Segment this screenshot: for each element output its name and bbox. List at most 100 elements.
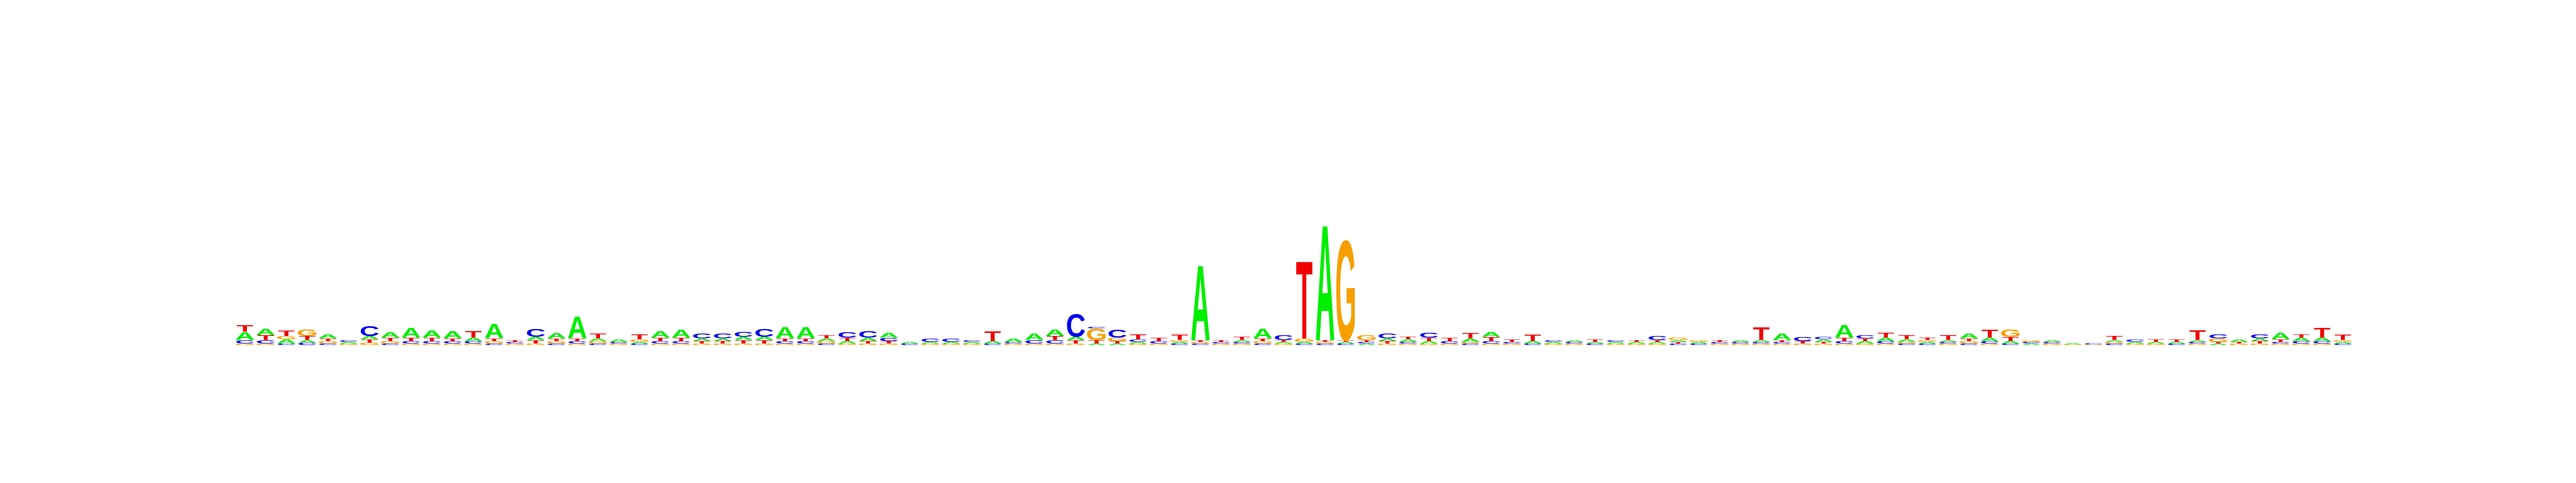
logo-letter-G: G	[2000, 327, 2021, 339]
logo-letter-C: C	[443, 340, 463, 344]
logo-letter-T: T	[423, 337, 440, 342]
logo-letter-A: A	[1834, 321, 1854, 342]
logo-letter-C: C	[1440, 340, 1460, 344]
logo-letter-A: A	[1938, 340, 1958, 342]
logo-letter-A: A	[713, 338, 733, 341]
logo-letter-A: A	[1004, 338, 1023, 343]
logo-letter-G: G	[1190, 341, 1211, 344]
logo-letter-G: G	[1958, 340, 1980, 344]
logo-letter-C: C	[1668, 343, 1688, 346]
logo-letter-A: A	[1564, 340, 1584, 342]
logo-letter-G: G	[2208, 338, 2229, 343]
logo-letter-G: G	[629, 339, 650, 342]
logo-letter-A: A	[1648, 341, 1667, 344]
logo-letter-A: A	[1855, 340, 1875, 344]
logo-letter-A: A	[297, 339, 317, 343]
logo-letter-T: T	[2334, 333, 2351, 342]
logo-letter-C: C	[1211, 341, 1231, 344]
logo-letter-A: A	[2146, 341, 2166, 344]
logo-column-71: CAG	[1688, 340, 1710, 346]
logo-letter-T: T	[2272, 339, 2289, 342]
logo-letter-C: C	[734, 331, 753, 339]
logo-letter-A: A	[650, 330, 670, 340]
logo-letter-G: G	[1252, 340, 1274, 344]
logo-letter-C: C	[1876, 340, 1896, 344]
logo-letter-A: A	[962, 341, 982, 344]
logo-letter-C: C	[1170, 343, 1190, 346]
logo-letter-C: C	[1751, 341, 1771, 344]
logo-column-93: GAT	[2145, 339, 2167, 346]
logo-letter-G: G	[442, 343, 464, 346]
logo-letter-C: C	[1378, 332, 1397, 340]
logo-letter-T: T	[1254, 338, 1271, 341]
logo-letter-A: A	[1876, 337, 1896, 342]
logo-letter-G: G	[1875, 343, 1897, 346]
logo-letter-T: T	[528, 339, 544, 345]
logo-letter-G: G	[1211, 343, 1232, 346]
logo-letter-T: T	[1192, 340, 1209, 342]
logo-letter-C: C	[2167, 343, 2187, 346]
logo-letter-G: G	[1667, 337, 1689, 341]
logo-letter-G: G	[1502, 343, 1523, 346]
logo-letter-T: T	[735, 339, 752, 345]
logo-letter-A: A	[1668, 340, 1688, 342]
logo-letter-G: G	[1772, 343, 1793, 346]
logo-letter-C: C	[526, 327, 546, 340]
logo-letter-C: C	[339, 340, 358, 342]
logo-letter-A: A	[734, 336, 753, 341]
logo-letter-G: G	[255, 343, 276, 346]
logo-letter-C: C	[1855, 334, 1875, 340]
logo-letter-A: A	[837, 340, 857, 344]
logo-letter-A: A	[2229, 339, 2249, 342]
logo-column-87: ACG	[2021, 340, 2042, 346]
logo-letter-G: G	[297, 328, 318, 338]
logo-letter-G: G	[1418, 343, 1440, 346]
logo-letter-G: G	[587, 340, 609, 344]
logo-letter-A: A	[2333, 341, 2353, 344]
logo-letter-G: G	[1834, 343, 1855, 346]
logo-letter-C: C	[1398, 341, 1418, 344]
logo-letter-A: A	[1689, 341, 1709, 344]
logo-column-90: GC	[2083, 343, 2104, 345]
logo-letter-G: G	[2062, 344, 2084, 345]
logo-column-33: CA	[899, 341, 919, 346]
logo-column-59: GCT	[1439, 337, 1460, 346]
logo-letter-A: A	[401, 325, 421, 340]
logo-column-72: GCT	[1709, 340, 1731, 346]
logo-column-68: GAT	[1626, 340, 1648, 346]
logo-letter-G: G	[484, 340, 505, 344]
logo-letter-T: T	[2148, 339, 2164, 342]
logo-letter-G: G	[421, 343, 443, 346]
logo-letter-G: G	[2249, 343, 2271, 346]
logo-letter-T: T	[2210, 341, 2227, 344]
logo-letter-C: C	[1004, 341, 1023, 344]
logo-letter-C: C	[2208, 333, 2228, 340]
logo-letter-A: A	[920, 341, 940, 344]
logo-letter-C: C	[1564, 341, 1584, 344]
logo-letter-A: A	[1523, 340, 1543, 344]
logo-letter-T: T	[2002, 336, 2019, 342]
logo-letter-G: G	[1813, 343, 1834, 346]
logo-letter-A: A	[484, 320, 504, 343]
logo-letter-T: T	[1379, 340, 1396, 344]
logo-column-89: GA	[2062, 343, 2084, 345]
logo-letter-G: G	[733, 343, 754, 346]
